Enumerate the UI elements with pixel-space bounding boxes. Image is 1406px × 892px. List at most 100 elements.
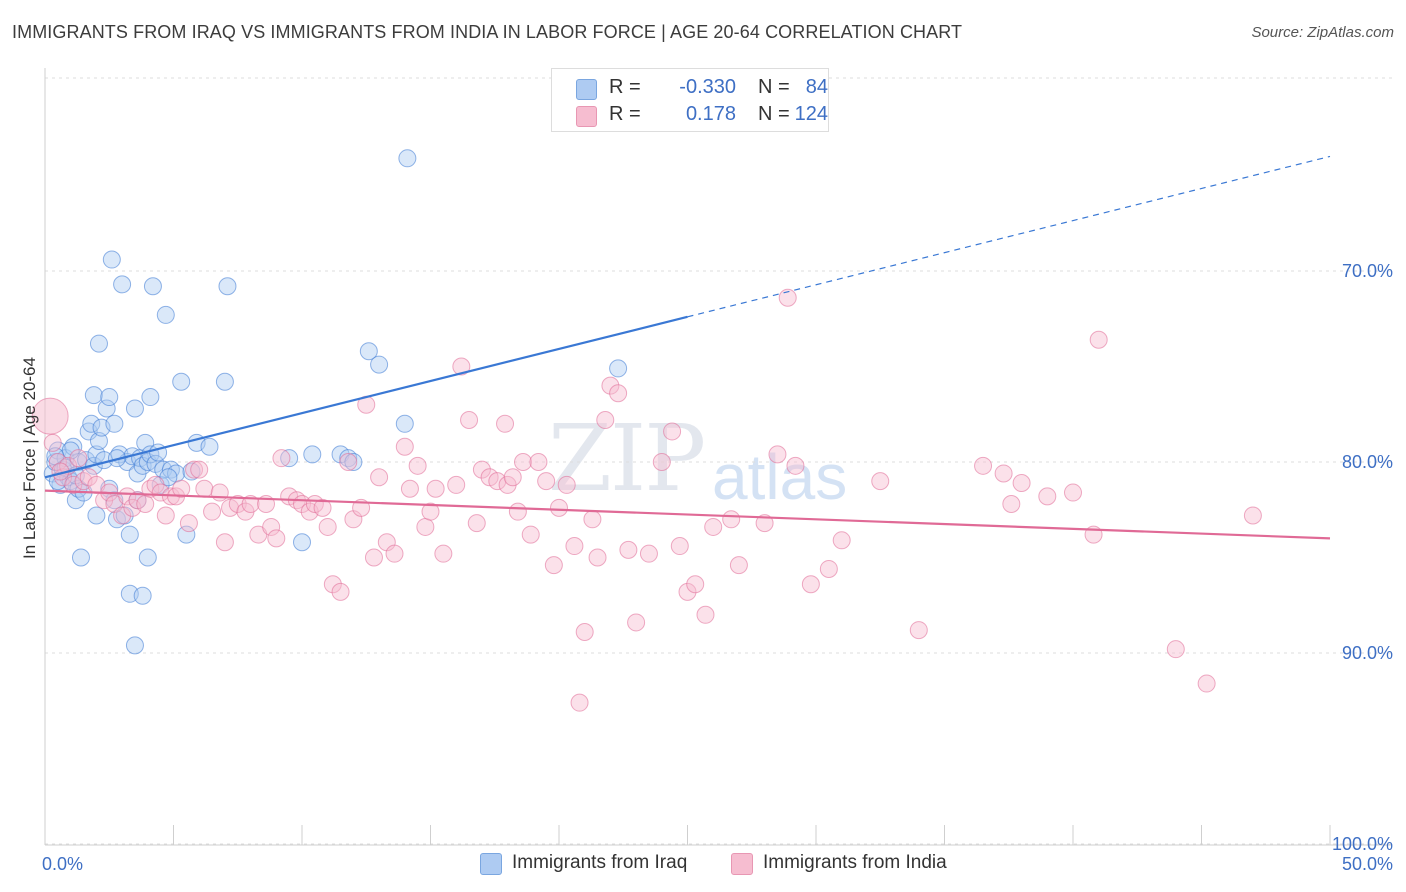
- iraq-trend-extension: [687, 155, 1331, 318]
- india-point: [228, 495, 247, 514]
- iraq-point: [395, 414, 414, 433]
- india-point: [408, 456, 427, 475]
- y-tick-label: 70.0%: [1342, 261, 1393, 281]
- iraq-point: [71, 548, 90, 567]
- iraq-point: [344, 453, 363, 471]
- iraq-point: [359, 342, 378, 361]
- iraq-point: [280, 449, 299, 468]
- india-point: [400, 479, 419, 498]
- y-tick-label: 90.0%: [1342, 643, 1393, 663]
- india-point: [696, 605, 715, 624]
- source-credit: Source: ZipAtlas.com: [1251, 24, 1394, 41]
- india-point: [272, 449, 291, 468]
- india-point: [521, 525, 540, 544]
- india-point: [1089, 330, 1108, 349]
- india-point: [151, 483, 170, 502]
- india-point: [370, 468, 389, 487]
- tick-labels: 70.0% 80.0% 90.0% 100.0% 0.0% 50.0%: [42, 261, 1393, 874]
- india-point: [385, 544, 404, 563]
- iraq-r-value: -0.330: [679, 76, 736, 98]
- india-point: [467, 514, 486, 533]
- india-point: [215, 533, 234, 552]
- india-point: [460, 410, 479, 429]
- india-point: [395, 437, 414, 456]
- india-point: [323, 575, 342, 594]
- iraq-point: [120, 525, 139, 544]
- india-point: [755, 514, 774, 533]
- india-point: [1038, 487, 1057, 506]
- india-point: [172, 479, 191, 498]
- india-point: [588, 548, 607, 567]
- x-tick-label-max: 50.0%: [1342, 854, 1393, 874]
- india-point: [43, 433, 62, 452]
- n-label: N =: [758, 103, 790, 125]
- india-point: [313, 498, 332, 517]
- india-point: [704, 517, 723, 536]
- india-point: [156, 506, 175, 525]
- india-point: [601, 376, 620, 395]
- iraq-point: [172, 372, 191, 391]
- india-point: [557, 475, 576, 494]
- india-point: [570, 693, 589, 712]
- india-point: [113, 506, 132, 525]
- india-point: [686, 575, 705, 594]
- chart-title: IMMIGRANTS FROM IRAQ VS IMMIGRANTS FROM …: [12, 22, 963, 42]
- iraq-point: [133, 586, 152, 605]
- iraq-point: [113, 275, 132, 294]
- iraq-point: [609, 359, 628, 378]
- india-point: [596, 410, 615, 429]
- india-point: [652, 453, 671, 471]
- iraq-point: [138, 548, 157, 567]
- india-legend-swatch: [731, 853, 753, 875]
- iraq-point: [303, 445, 322, 464]
- iraq-point: [125, 636, 144, 655]
- india-trend-line: [44, 489, 1331, 540]
- india-point: [537, 472, 556, 491]
- india-point: [609, 384, 628, 403]
- india-point: [819, 559, 838, 578]
- india-point: [426, 479, 445, 498]
- watermark-zip: ZIP: [548, 405, 706, 512]
- iraq-point: [82, 414, 101, 433]
- india-point: [1166, 640, 1185, 659]
- iraq-point: [177, 525, 196, 544]
- iraq-legend-swatch: [480, 853, 502, 875]
- iraq-point: [398, 149, 417, 168]
- r-label: R =: [609, 103, 641, 125]
- india-point: [508, 502, 527, 521]
- india-point: [195, 479, 214, 498]
- india-point: [871, 472, 890, 491]
- iraq-point: [87, 506, 106, 525]
- iraq-point: [89, 431, 108, 450]
- india-point: [1012, 474, 1031, 493]
- india-point: [210, 483, 229, 502]
- india-point: [619, 540, 638, 559]
- iraq-point: [156, 305, 175, 324]
- india-point: [575, 622, 594, 641]
- iraq-point: [293, 533, 311, 552]
- india-point: [627, 613, 646, 632]
- india-point: [583, 510, 602, 529]
- iraq-point: [200, 437, 219, 456]
- n-label: N =: [758, 76, 790, 98]
- india-point: [1064, 483, 1082, 502]
- india-point: [447, 475, 466, 494]
- r-label: R =: [609, 76, 641, 98]
- trend-lines: [44, 155, 1331, 540]
- india-point: [364, 548, 383, 567]
- india-point: [544, 556, 563, 575]
- india-point: [331, 582, 350, 601]
- iraq-point: [218, 277, 237, 296]
- india-point: [190, 460, 209, 479]
- india-point: [1002, 495, 1021, 514]
- india-swatch: [576, 106, 597, 127]
- iraq-legend-label: Immigrants from Iraq: [512, 852, 688, 873]
- india-point: [778, 288, 797, 307]
- india-point: [185, 460, 204, 479]
- india-point: [678, 582, 697, 601]
- iraq-point: [143, 277, 162, 296]
- y-axis-label: In Labor Force | Age 20-64: [20, 357, 39, 559]
- india-point: [639, 544, 658, 563]
- india-r-value: 0.178: [685, 103, 736, 125]
- india-point: [203, 502, 222, 521]
